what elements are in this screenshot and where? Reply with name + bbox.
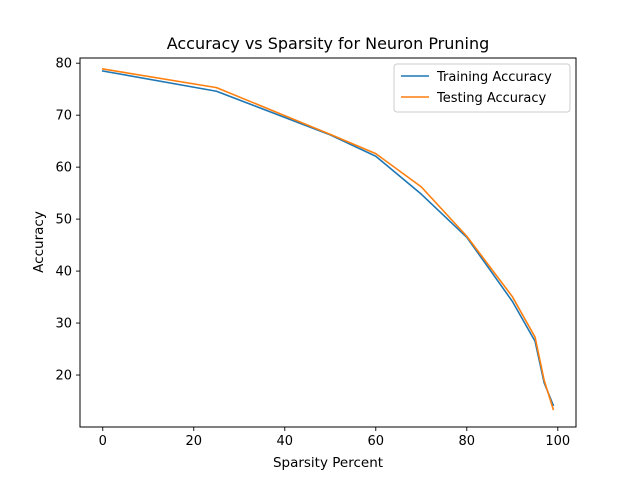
y-tick-label: 40 [55, 265, 72, 280]
chart-title: Accuracy vs Sparsity for Neuron Pruning [167, 34, 490, 53]
x-axis-label: Sparsity Percent [273, 455, 383, 471]
series-line-testing-accuracy [101, 67, 555, 411]
x-tick-label: 60 [368, 434, 385, 449]
plot-frame [79, 57, 577, 428]
plot-area [79, 57, 577, 428]
x-tick-label: 80 [459, 434, 476, 449]
legend: Training Accuracy Testing Accuracy [393, 63, 571, 113]
legend-label-training-accuracy: Training Accuracy [436, 70, 552, 85]
x-axis: 0 20 40 60 80 100 [99, 427, 570, 449]
y-axis: 20 30 40 50 60 70 80 [55, 57, 80, 384]
legend-label-testing-accuracy: Testing Accuracy [436, 91, 546, 106]
y-tick-label: 80 [55, 57, 72, 72]
x-tick-label: 40 [276, 434, 293, 449]
x-tick-label: 0 [99, 434, 107, 449]
y-tick-label: 70 [55, 109, 72, 124]
x-tick-label: 100 [545, 434, 570, 449]
y-tick-label: 60 [55, 161, 72, 176]
y-tick-label: 30 [55, 317, 72, 332]
y-tick-label: 50 [55, 213, 72, 228]
series-line-training-accuracy [101, 70, 555, 407]
legend-box [393, 63, 571, 113]
y-tick-label: 20 [55, 369, 72, 384]
y-axis-label: Accuracy [31, 211, 47, 273]
x-tick-label: 20 [185, 434, 202, 449]
